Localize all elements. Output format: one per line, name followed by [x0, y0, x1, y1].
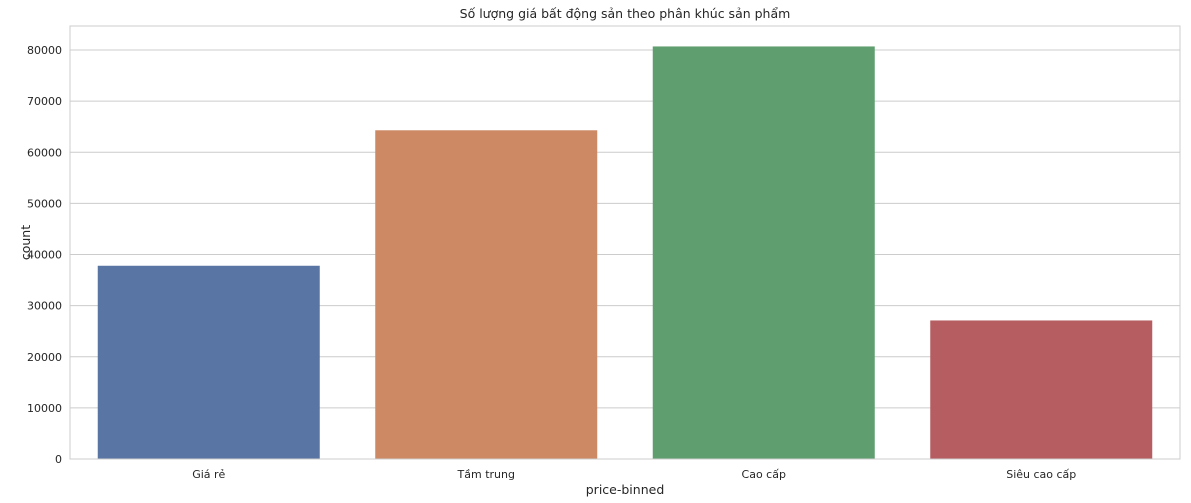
x-axis-label: price-binned: [586, 482, 665, 497]
bar: [652, 46, 875, 460]
y-tick-label: 30000: [27, 300, 62, 313]
bar: [375, 130, 598, 459]
axes: [69, 25, 1181, 460]
x-tick-label: Cao cấp: [742, 468, 786, 481]
y-tick-label: 60000: [27, 146, 62, 159]
plot-frame: [69, 25, 1181, 460]
x-tick-label: Tầm trung: [457, 468, 515, 481]
y-tick-label: 40000: [27, 249, 62, 262]
y-tick-label: 20000: [27, 351, 62, 364]
y-axis-label: count: [18, 225, 33, 260]
bar: [97, 265, 320, 459]
chart-title: Số lượng giá bất động sản theo phân khúc…: [460, 6, 791, 21]
y-tick-label: 10000: [27, 402, 62, 415]
y-tick-label: 70000: [27, 95, 62, 108]
tick-labels: 0 10000 20000 30000 40000 50000 60000 70000 8000…: [27, 44, 1076, 481]
y-tick-label: 0: [55, 453, 62, 466]
y-tick-label: 80000: [27, 44, 62, 57]
y-tick-label: 50000: [27, 197, 62, 210]
x-tick-label: Giá rẻ: [192, 468, 225, 481]
bars: [97, 46, 1153, 460]
x-tick-label: Siêu cao cấp: [1006, 468, 1076, 481]
bar: [930, 320, 1153, 459]
